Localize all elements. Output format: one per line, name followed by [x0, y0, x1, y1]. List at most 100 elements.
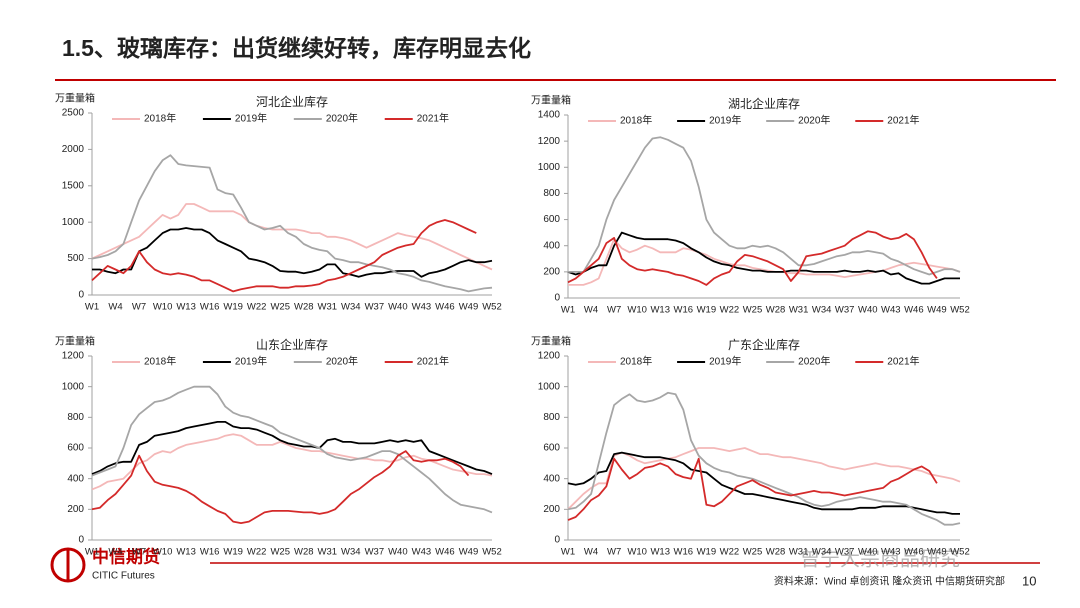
x-tick-label: W49	[927, 305, 947, 316]
x-tick-label: W22	[720, 305, 740, 316]
legend-label: 2021年	[417, 112, 449, 125]
y-tick-label: 1200	[62, 351, 85, 362]
x-tick-label: W28	[766, 305, 786, 316]
series-line	[567, 447, 961, 510]
x-tick-label: W37	[365, 302, 385, 313]
series-line	[567, 230, 938, 286]
x-tick-label: W22	[247, 547, 267, 558]
x-tick-label: W4	[584, 305, 598, 316]
logo-text: 中信期货	[92, 546, 160, 566]
legend-label: 2019年	[709, 114, 741, 127]
y-tick-label: 200	[67, 504, 84, 515]
x-tick-label: W43	[881, 305, 901, 316]
series-line	[91, 433, 493, 491]
x-tick-label: W4	[108, 302, 122, 313]
x-tick-label: W10	[153, 547, 173, 558]
y-tick-label: 1000	[62, 381, 85, 392]
x-tick-label: W46	[904, 547, 924, 558]
x-tick-label: W1	[85, 302, 99, 313]
x-tick-label: W4	[108, 547, 122, 558]
y-tick-label: 500	[67, 253, 84, 264]
x-tick-label: W1	[85, 547, 99, 558]
y-tick-label: 0	[78, 535, 84, 546]
x-tick-label: W19	[223, 302, 243, 313]
y-axis-label: 万重量箱	[55, 92, 95, 105]
x-tick-label: W40	[388, 547, 408, 558]
legend-label: 2020年	[326, 355, 358, 368]
x-tick-label: W37	[835, 547, 855, 558]
series-line	[91, 154, 493, 293]
x-tick-label: W22	[247, 302, 267, 313]
y-tick-label: 1200	[538, 136, 561, 147]
legend-label: 2021年	[887, 114, 919, 127]
x-tick-label: W43	[412, 547, 432, 558]
series-line	[567, 451, 960, 515]
chart: 广东企业库存 万重量箱 0 200 400 600 800 1000 1200 W1 W4 W7 W10…	[531, 335, 970, 558]
logo: 中信期货 CITIC Futures	[50, 546, 160, 583]
x-tick-label: W16	[674, 547, 694, 558]
x-tick-label: W7	[132, 302, 146, 313]
y-tick-label: 0	[554, 535, 560, 546]
y-tick-label: 200	[543, 266, 560, 277]
series-line	[91, 385, 493, 514]
chart-title: 山东企业库存	[256, 337, 328, 352]
y-tick-label: 1000	[538, 381, 561, 392]
y-tick-label: 600	[543, 214, 560, 225]
x-tick-label: W25	[270, 302, 290, 313]
y-tick-label: 1200	[538, 351, 561, 362]
x-tick-label: W52	[950, 305, 970, 316]
legend-label: 2020年	[798, 114, 830, 127]
x-tick-label: W22	[720, 547, 740, 558]
x-tick-label: W34	[341, 547, 361, 558]
y-tick-label: 1000	[62, 217, 85, 228]
y-tick-label: 400	[543, 473, 560, 484]
legend-label: 2021年	[887, 355, 919, 368]
x-tick-label: W52	[482, 547, 502, 558]
x-tick-label: W49	[459, 302, 479, 313]
x-tick-label: W1	[561, 547, 575, 558]
y-tick-label: 200	[543, 504, 560, 515]
x-tick-label: W28	[294, 302, 314, 313]
x-tick-label: W16	[200, 302, 220, 313]
x-tick-label: W10	[627, 547, 647, 558]
x-tick-label: W37	[835, 305, 855, 316]
y-axis-label: 万重量箱	[531, 94, 571, 107]
x-tick-label: W1	[561, 305, 575, 316]
x-tick-label: W25	[743, 547, 763, 558]
x-tick-label: W19	[697, 547, 717, 558]
x-tick-label: W52	[482, 302, 502, 313]
series-line	[91, 421, 493, 475]
x-tick-label: W13	[176, 547, 196, 558]
x-tick-label: W31	[789, 547, 809, 558]
legend-label: 2018年	[620, 355, 652, 368]
y-tick-label: 0	[554, 293, 560, 304]
series-line	[567, 457, 938, 521]
legend-label: 2018年	[144, 112, 176, 125]
logo-text-en: CITIC Futures	[92, 571, 155, 582]
x-tick-label: W28	[294, 547, 314, 558]
page-number: 10	[1022, 573, 1036, 588]
legend-label: 2020年	[326, 112, 358, 125]
series-line	[568, 136, 961, 276]
x-tick-label: W16	[674, 305, 694, 316]
chart-title: 河北企业库存	[256, 94, 328, 109]
y-tick-label: 2000	[62, 144, 85, 155]
y-axis-label: 万重量箱	[531, 335, 571, 348]
legend-label: 2018年	[620, 114, 652, 127]
x-tick-label: W19	[223, 547, 243, 558]
chart-title: 广东企业库存	[728, 337, 800, 352]
x-tick-label: W13	[650, 305, 670, 316]
x-tick-label: W10	[627, 305, 647, 316]
x-tick-label: W40	[858, 305, 878, 316]
x-tick-label: W25	[743, 305, 763, 316]
x-tick-label: W52	[950, 547, 970, 558]
x-tick-label: W4	[584, 547, 598, 558]
series-line	[91, 450, 470, 524]
y-tick-label: 1500	[62, 180, 85, 191]
x-tick-label: W40	[388, 302, 408, 313]
x-tick-label: W40	[858, 547, 878, 558]
y-tick-label: 1000	[538, 162, 561, 173]
y-tick-label: 2500	[62, 108, 85, 119]
x-tick-label: W49	[459, 547, 479, 558]
